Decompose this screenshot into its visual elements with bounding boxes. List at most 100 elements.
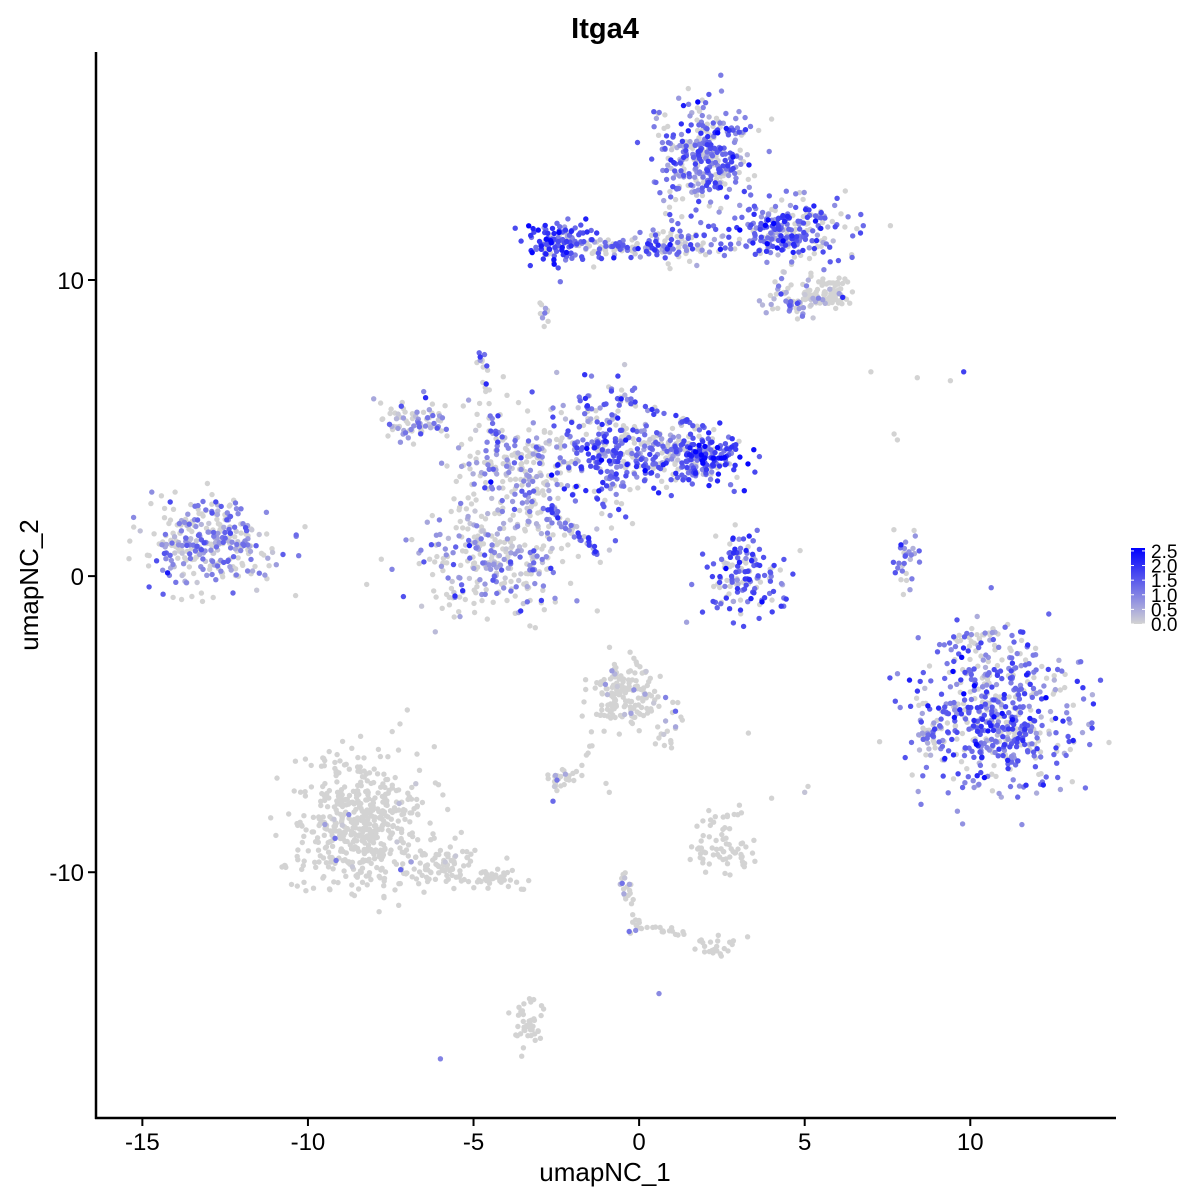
data-point [568,228,574,234]
data-point [971,683,978,689]
data-point [774,245,780,251]
data-point [504,392,510,398]
data-point [952,643,959,650]
data-point [188,501,194,508]
data-point [458,562,464,568]
data-point [687,431,694,437]
data-point [280,551,286,558]
data-point [696,169,703,175]
data-point [432,780,439,786]
data-point [750,538,756,544]
data-point [840,294,846,300]
data-point [951,634,957,640]
data-point [825,224,831,230]
data-point [269,549,276,556]
data-point [382,791,389,797]
data-point [452,835,458,841]
data-point [778,291,784,297]
data-point [788,282,794,288]
data-point [687,856,693,863]
data-point [663,484,670,490]
data-point [688,122,694,128]
data-point [607,473,614,479]
data-point [680,929,686,935]
data-point [766,193,772,199]
data-point [621,891,627,897]
data-point [752,251,758,257]
data-point [367,830,373,836]
data-point [769,206,775,213]
data-point [396,807,402,813]
data-point [1012,685,1019,691]
data-point [200,556,206,562]
data-point [390,823,396,830]
data-point [713,837,719,844]
data-point [670,132,677,138]
data-point [504,494,510,500]
data-point [599,510,605,517]
data-point [818,225,824,232]
data-point [359,774,366,780]
data-point [596,431,602,437]
data-point [452,853,459,859]
data-point [164,570,171,576]
data-point [606,547,613,553]
data-point [887,675,893,681]
data-point [960,645,967,651]
data-point [397,439,404,445]
data-point [988,585,994,591]
data-point [438,428,444,434]
data-point [631,655,637,661]
data-point [466,542,473,549]
data-point [582,411,588,417]
data-point [337,801,344,808]
data-point [609,668,615,674]
data-point [615,415,621,421]
data-point [439,415,446,421]
data-point [979,754,985,760]
data-point [668,157,674,163]
data-point [971,687,977,693]
data-point [504,536,511,542]
data-point [333,857,339,864]
data-point [620,694,626,700]
data-point [213,499,219,505]
data-point [742,114,748,121]
data-point [642,691,648,697]
data-point [582,677,589,683]
data-point [578,222,584,228]
data-point [672,724,679,730]
data-point [636,917,642,924]
data-point [577,398,583,404]
data-point [942,704,948,710]
data-point [620,242,626,248]
data-point [723,565,729,572]
data-point [449,872,455,879]
data-point [286,811,292,817]
data-point [725,132,732,138]
data-point [381,883,387,889]
data-point [303,888,309,894]
data-point [458,500,464,507]
data-point [692,161,699,167]
data-point [305,848,311,854]
data-point [558,545,565,552]
data-point [931,726,938,732]
data-point [707,939,714,945]
data-point [198,547,205,553]
data-point [1007,783,1014,790]
data-point [396,881,402,887]
data-point [636,436,642,443]
data-point [637,229,643,236]
data-point [809,238,815,244]
data-point [166,520,172,527]
data-point [1008,668,1014,674]
data-point [388,816,394,822]
data-point [565,428,571,434]
data-point [766,148,772,155]
data-point [821,267,827,273]
data-point [442,546,448,552]
data-point [192,503,198,509]
data-point [526,427,532,433]
data-point [256,531,262,538]
